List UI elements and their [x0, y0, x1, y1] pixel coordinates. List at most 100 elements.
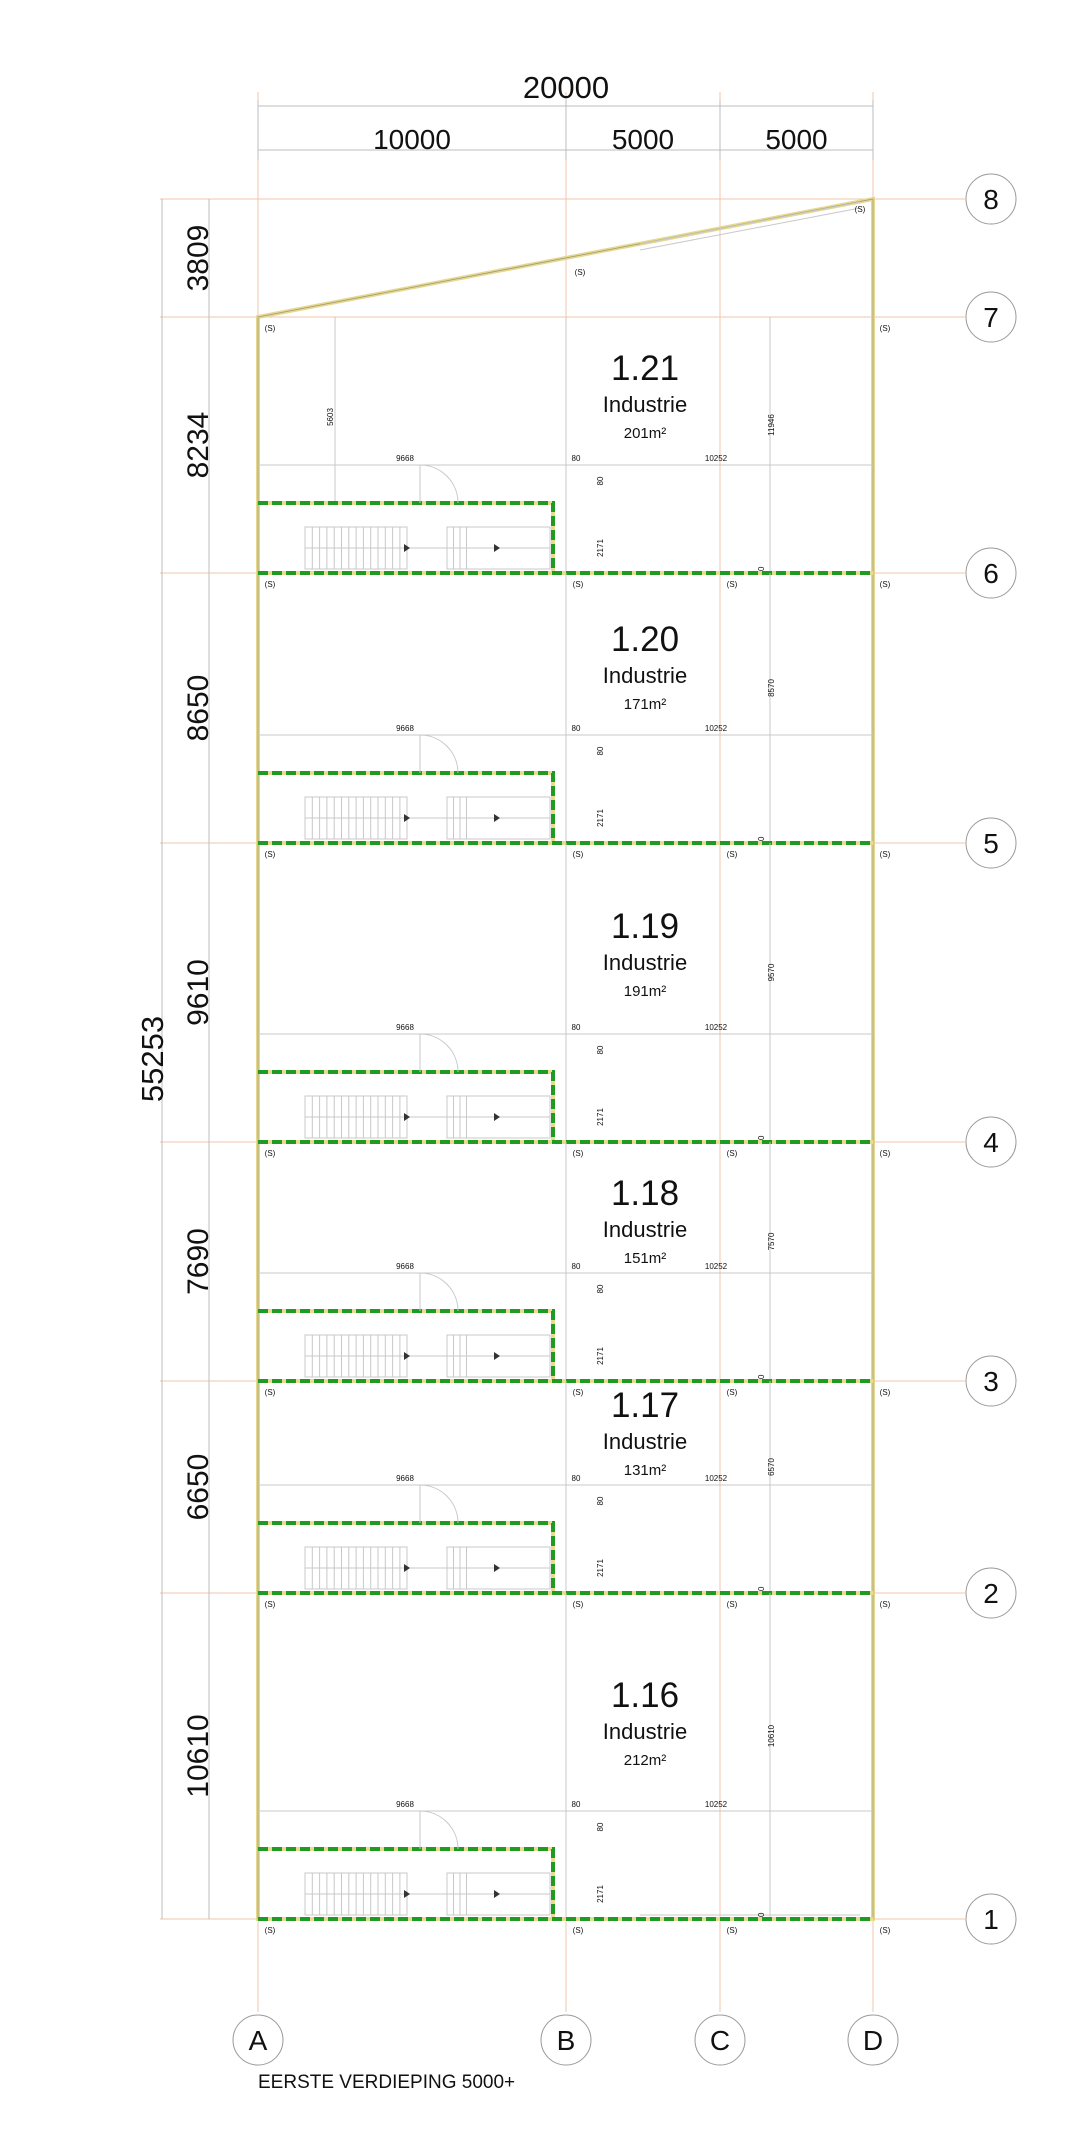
dimension-bay-length: 9610	[182, 959, 215, 1026]
door-swing	[419, 1033, 459, 1073]
column-symbol: (S)	[880, 324, 891, 333]
column-symbol: (S)	[727, 1926, 738, 1935]
column-symbol: (S)	[880, 1149, 891, 1158]
room-number: 1.19	[611, 907, 679, 946]
office-fire-wall	[258, 1521, 555, 1593]
axis-label-row: 3	[983, 1366, 999, 1397]
axis-label-row: 7	[983, 302, 999, 333]
office-fire-wall	[258, 501, 555, 573]
wall-dim: 80	[596, 746, 605, 755]
room-dim-right: 10252	[705, 1262, 728, 1271]
axis-bubble-D	[847, 2014, 899, 2066]
column-symbol: (S)	[265, 1926, 276, 1935]
dimension-overall-width: 20000	[523, 70, 609, 105]
axis-label-row: 5	[983, 828, 999, 859]
door-dim: 80	[757, 566, 766, 575]
column-symbol: (S)	[880, 850, 891, 859]
dimension-bay-width: 5000	[765, 124, 827, 155]
room-use: Industrie	[603, 1719, 687, 1744]
room-area: 131m²	[624, 1462, 667, 1479]
column-symbol: (S)	[573, 1149, 584, 1158]
stair-arrow-icon	[494, 1890, 500, 1898]
stair-arrow-icon	[404, 1352, 410, 1360]
office-depth-dim: 2171	[596, 1347, 605, 1365]
stair-arrow-icon	[494, 544, 500, 552]
column-symbol: (S)	[727, 850, 738, 859]
door-dim: 80	[757, 1912, 766, 1921]
drawing-title: EERSTE VERDIEPING 5000+	[258, 2072, 515, 2093]
column-symbol: (S)	[727, 1600, 738, 1609]
room-dim-gap: 80	[572, 724, 581, 733]
office-wall-bg	[258, 1847, 555, 1919]
column-symbol: (S)	[880, 580, 891, 589]
stair-arrow-icon	[494, 814, 500, 822]
wall-dim: 80	[596, 1045, 605, 1054]
room-dim-right: 10252	[705, 1800, 728, 1809]
office-depth-dim: 2171	[596, 809, 605, 827]
office-wall-bg	[258, 1070, 555, 1142]
dimension-bay-length: 7690	[182, 1228, 215, 1295]
office-wall-bg	[258, 1521, 555, 1593]
column-symbol: (S)	[727, 580, 738, 589]
wall-dim: 80	[596, 1822, 605, 1831]
stair-arrow-icon	[494, 1352, 500, 1360]
dimension-bay-length: 3809	[182, 225, 215, 292]
wall-dim: 80	[596, 476, 605, 485]
stair-arrow-icon	[404, 814, 410, 822]
door-dim: 80	[757, 1586, 766, 1595]
office-depth-dim: 2171	[596, 539, 605, 557]
door-swing	[419, 1810, 459, 1850]
room-dim-gap: 80	[572, 1023, 581, 1032]
office-depth-dim: 2171	[596, 1108, 605, 1126]
axis-bubble-A	[232, 2014, 284, 2066]
axis-label-column: B	[557, 2025, 576, 2056]
door-dim: 80	[757, 1374, 766, 1383]
room-dim-left: 9668	[396, 1800, 414, 1809]
column-symbol: (S)	[265, 1388, 276, 1397]
axis-label-column: A	[249, 2025, 268, 2056]
axis-label-row: 6	[983, 558, 999, 589]
axis-label-column: D	[863, 2025, 883, 2056]
room-use: Industrie	[603, 1217, 687, 1242]
room-number: 1.17	[611, 1386, 679, 1425]
door-swing	[419, 464, 459, 504]
room-dim-left: 9668	[396, 724, 414, 733]
room-area: 201m²	[624, 425, 667, 442]
room-number: 1.18	[611, 1174, 679, 1213]
axis-label-column: C	[710, 2025, 730, 2056]
dimension-overall-length: 55253	[135, 1016, 170, 1102]
room-dim-left: 9668	[396, 1474, 414, 1483]
door-dim: 80	[757, 836, 766, 845]
stair-arrow-icon	[404, 1564, 410, 1572]
room-extra-dim: 5603	[326, 408, 335, 426]
room-area: 212m²	[624, 1752, 667, 1769]
axis-bubble-B	[540, 2014, 592, 2066]
room-area: 191m²	[624, 983, 667, 1000]
office-wall-bg	[258, 501, 555, 573]
axis-label-row: 1	[983, 1904, 999, 1935]
column-symbol: (S)	[573, 580, 584, 589]
room-depth-dim: 8570	[767, 679, 776, 697]
window-roof	[639, 201, 861, 245]
door-swing	[419, 734, 459, 774]
axis-label-row: 2	[983, 1578, 999, 1609]
room-use: Industrie	[603, 392, 687, 417]
dimension-bay-width: 5000	[612, 124, 674, 155]
dimension-bay-length: 6650	[182, 1454, 215, 1521]
column-symbol: (S)	[575, 268, 586, 277]
office-fire-wall	[258, 1309, 555, 1381]
column-symbol: (S)	[855, 205, 866, 214]
room-depth-dim: 9570	[767, 963, 776, 981]
dimension-bay-length: 10610	[182, 1714, 215, 1797]
room-dim-gap: 80	[572, 454, 581, 463]
office-wall-bg	[258, 771, 555, 843]
column-symbol: (S)	[727, 1149, 738, 1158]
wall-dim: 80	[596, 1284, 605, 1293]
room-dim-left: 9668	[396, 1262, 414, 1271]
room-depth-dim: 6570	[767, 1458, 776, 1476]
door-swing	[419, 1272, 459, 1312]
column-symbol: (S)	[880, 1600, 891, 1609]
door-swing	[419, 1484, 459, 1524]
office-fire-wall	[258, 1070, 555, 1142]
